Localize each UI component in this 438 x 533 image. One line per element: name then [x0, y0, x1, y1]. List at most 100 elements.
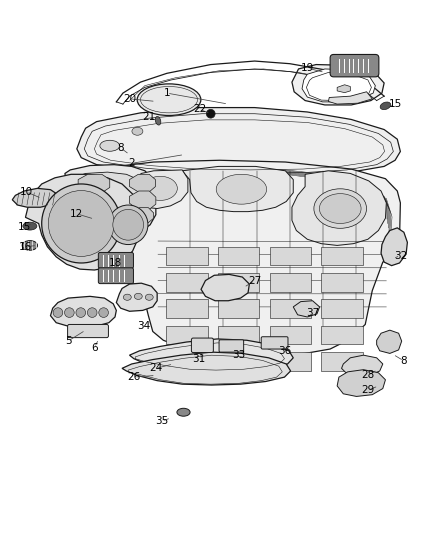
- FancyBboxPatch shape: [191, 338, 213, 352]
- Polygon shape: [12, 188, 58, 207]
- Text: 27: 27: [247, 276, 261, 286]
- Bar: [217, 300, 259, 318]
- Text: 33: 33: [232, 350, 245, 360]
- Circle shape: [53, 308, 63, 318]
- Polygon shape: [341, 355, 382, 376]
- Text: 31: 31: [191, 354, 205, 364]
- Text: 8: 8: [117, 143, 124, 153]
- Polygon shape: [336, 370, 385, 397]
- FancyBboxPatch shape: [219, 340, 243, 352]
- Ellipse shape: [318, 193, 360, 223]
- FancyBboxPatch shape: [98, 253, 133, 268]
- Text: 6: 6: [91, 343, 98, 353]
- Text: 15: 15: [18, 222, 31, 232]
- Bar: [217, 247, 259, 265]
- Polygon shape: [77, 108, 399, 176]
- Text: 37: 37: [305, 308, 318, 318]
- Polygon shape: [328, 92, 371, 104]
- Bar: [321, 247, 362, 265]
- Bar: [269, 352, 311, 370]
- Polygon shape: [291, 171, 385, 245]
- FancyBboxPatch shape: [261, 337, 287, 349]
- Text: 29: 29: [360, 385, 374, 395]
- FancyBboxPatch shape: [329, 54, 378, 77]
- Bar: [166, 300, 207, 318]
- Text: 12: 12: [70, 209, 83, 219]
- Polygon shape: [68, 160, 399, 355]
- Ellipse shape: [23, 222, 37, 230]
- Polygon shape: [336, 85, 350, 93]
- Bar: [217, 352, 259, 370]
- Polygon shape: [78, 191, 110, 211]
- Polygon shape: [65, 165, 155, 238]
- Text: 28: 28: [360, 370, 374, 381]
- Polygon shape: [301, 69, 374, 102]
- Bar: [217, 326, 259, 344]
- Text: 16: 16: [19, 242, 32, 252]
- Polygon shape: [116, 283, 157, 311]
- FancyBboxPatch shape: [98, 268, 133, 284]
- Polygon shape: [79, 208, 106, 223]
- Polygon shape: [71, 172, 147, 235]
- Text: 22: 22: [193, 104, 206, 115]
- Bar: [217, 273, 259, 292]
- Circle shape: [64, 308, 74, 318]
- Text: 36: 36: [277, 346, 290, 356]
- Bar: [166, 247, 207, 265]
- Circle shape: [206, 109, 215, 118]
- Text: 2: 2: [128, 158, 135, 168]
- Polygon shape: [380, 228, 406, 265]
- Polygon shape: [129, 191, 155, 209]
- Polygon shape: [126, 119, 148, 143]
- Bar: [321, 326, 362, 344]
- Ellipse shape: [143, 176, 177, 200]
- Polygon shape: [201, 274, 249, 301]
- Ellipse shape: [134, 293, 142, 300]
- Polygon shape: [25, 174, 139, 270]
- Ellipse shape: [100, 140, 119, 151]
- FancyBboxPatch shape: [67, 325, 108, 337]
- Ellipse shape: [131, 127, 143, 135]
- Ellipse shape: [379, 102, 390, 110]
- Polygon shape: [291, 64, 383, 105]
- Text: 15: 15: [388, 99, 401, 109]
- Polygon shape: [50, 296, 116, 327]
- Text: 1: 1: [163, 88, 170, 98]
- Text: 19: 19: [300, 63, 313, 73]
- Ellipse shape: [22, 240, 37, 251]
- Bar: [321, 300, 362, 318]
- Bar: [269, 300, 311, 318]
- Bar: [269, 273, 311, 292]
- Bar: [269, 247, 311, 265]
- Text: 8: 8: [399, 356, 406, 366]
- Ellipse shape: [216, 174, 266, 204]
- Polygon shape: [131, 170, 187, 208]
- Circle shape: [42, 184, 120, 263]
- Ellipse shape: [137, 84, 201, 116]
- Bar: [166, 326, 207, 344]
- Polygon shape: [293, 301, 319, 317]
- Bar: [321, 273, 362, 292]
- Polygon shape: [129, 174, 155, 192]
- Polygon shape: [376, 330, 401, 353]
- Text: 26: 26: [127, 372, 140, 382]
- Ellipse shape: [123, 294, 131, 300]
- Bar: [166, 273, 207, 292]
- Circle shape: [99, 308, 108, 318]
- Text: 35: 35: [155, 416, 168, 426]
- Circle shape: [48, 191, 114, 256]
- Polygon shape: [131, 208, 153, 223]
- Text: 20: 20: [123, 94, 136, 104]
- Text: 5: 5: [64, 336, 71, 346]
- Text: 24: 24: [149, 364, 162, 373]
- Circle shape: [113, 209, 143, 240]
- Text: 21: 21: [141, 112, 155, 122]
- Circle shape: [87, 308, 97, 318]
- Ellipse shape: [155, 116, 160, 125]
- Bar: [166, 352, 207, 370]
- Bar: [269, 326, 311, 344]
- Polygon shape: [78, 174, 110, 193]
- Text: 10: 10: [20, 187, 33, 197]
- Ellipse shape: [177, 408, 190, 416]
- Bar: [321, 352, 362, 370]
